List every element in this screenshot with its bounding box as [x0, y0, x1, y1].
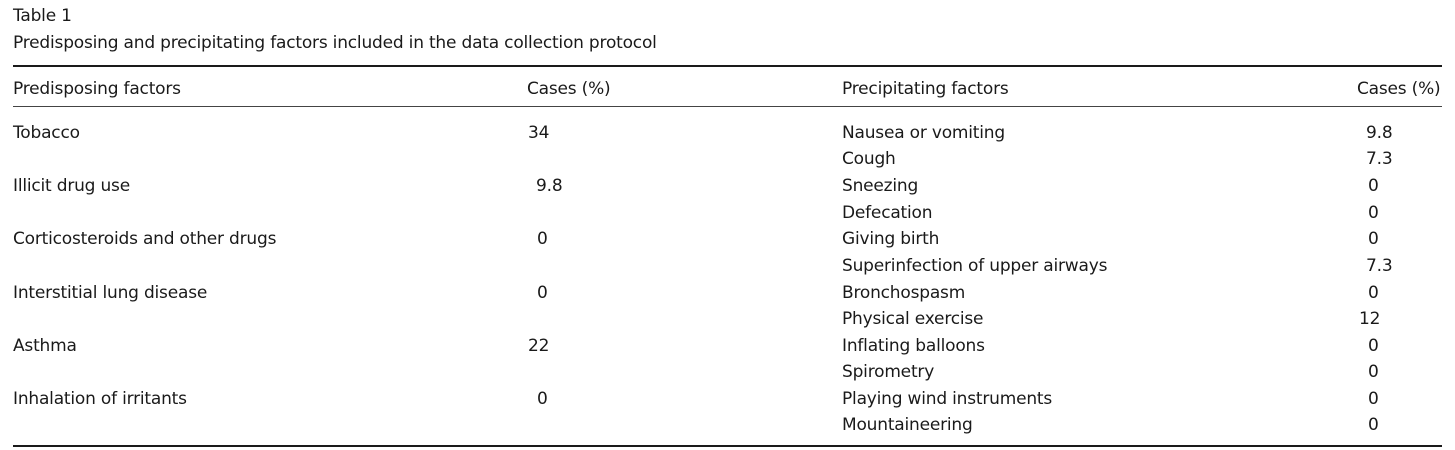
predisposing-cases: 0 [537, 229, 548, 249]
header-predisposing-cases: Cases (%) [527, 79, 611, 99]
predisposing-cases: 22 [528, 336, 550, 356]
table-caption: Predisposing and precipitating factors i… [13, 33, 657, 53]
predisposing-factor: Inhalation of irritants [13, 389, 187, 409]
precipitating-cases: 9.8 [1366, 123, 1393, 143]
precipitating-cases: 0 [1368, 415, 1379, 435]
precipitating-cases: 7.3 [1366, 256, 1393, 276]
precipitating-cases: 0 [1368, 389, 1379, 409]
predisposing-factor: Asthma [13, 336, 77, 356]
header-rule [13, 106, 1442, 107]
predisposing-factor: Corticosteroids and other drugs [13, 229, 277, 249]
top-rule [13, 65, 1442, 67]
precipitating-cases: 0 [1368, 229, 1379, 249]
predisposing-cases: 34 [528, 123, 550, 143]
predisposing-cases: 0 [537, 389, 548, 409]
precipitating-factor: Bronchospasm [842, 283, 966, 303]
precipitating-factor: Cough [842, 149, 896, 169]
header-precipitating-cases: Cases (%) [1357, 79, 1441, 99]
precipitating-factor: Inflating balloons [842, 336, 985, 356]
precipitating-cases: 0 [1368, 203, 1379, 223]
precipitating-cases: 7.3 [1366, 149, 1393, 169]
precipitating-factor: Giving birth [842, 229, 940, 249]
bottom-rule [13, 445, 1442, 447]
precipitating-cases: 0 [1368, 362, 1379, 382]
predisposing-cases: 9.8 [536, 176, 563, 196]
predisposing-factor: Tobacco [13, 123, 80, 143]
precipitating-factor: Physical exercise [842, 309, 984, 329]
precipitating-cases: 0 [1368, 336, 1379, 356]
precipitating-cases: 0 [1368, 176, 1379, 196]
header-predisposing-factors: Predisposing factors [13, 79, 181, 99]
precipitating-factor: Defecation [842, 203, 933, 223]
predisposing-cases: 0 [537, 283, 548, 303]
precipitating-factor: Superinfection of upper airways [842, 256, 1108, 276]
precipitating-factor: Mountaineering [842, 415, 973, 435]
precipitating-factor: Sneezing [842, 176, 919, 196]
precipitating-cases: 12 [1359, 309, 1381, 329]
header-precipitating-factors: Precipitating factors [842, 79, 1009, 99]
precipitating-factor: Nausea or vomiting [842, 123, 1005, 143]
predisposing-factor: Illicit drug use [13, 176, 130, 196]
table-number: Table 1 [13, 6, 72, 26]
precipitating-factor: Playing wind instruments [842, 389, 1053, 409]
predisposing-factor: Interstitial lung disease [13, 283, 208, 303]
precipitating-cases: 0 [1368, 283, 1379, 303]
precipitating-factor: Spirometry [842, 362, 935, 382]
